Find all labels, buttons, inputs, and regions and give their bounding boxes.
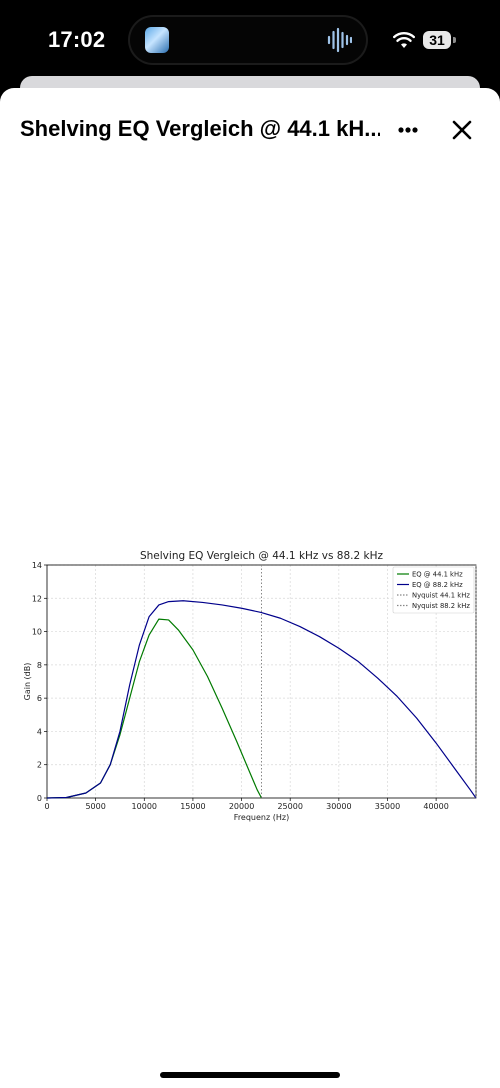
- y-tick-label: 8: [37, 661, 42, 670]
- chart-sheet: Shelving EQ Vergleich @ 44.1 kH... 0 5000…: [0, 88, 500, 1088]
- y-tick-label: 0: [37, 794, 42, 803]
- chart-title: Shelving EQ Vergleich @ 44.1 kHz vs 88.2…: [140, 550, 384, 562]
- y-tick-label: 10: [32, 628, 42, 637]
- y-tick-label: 6: [37, 694, 42, 703]
- status-time: 17:02: [48, 27, 106, 52]
- audio-waveform-icon: [327, 27, 352, 53]
- legend-entry-3: Nyquist 88.2 kHz: [412, 602, 470, 610]
- x-tick-label: 25000: [277, 802, 302, 811]
- ellipsis-icon[interactable]: [392, 116, 424, 144]
- sheet-title: Shelving EQ Vergleich @ 44.1 kH...: [20, 116, 380, 141]
- series-line-1: [46, 600, 477, 799]
- legend-entry-2: Nyquist 44.1 kHz: [412, 592, 470, 600]
- y-tick-label: 2: [37, 761, 42, 770]
- legend-entry-0: EQ @ 44.1 kHz: [412, 571, 463, 579]
- series-line-0: [46, 618, 263, 799]
- x-tick-label: 0: [44, 802, 49, 811]
- x-tick-label: 30000: [326, 802, 351, 811]
- home-indicator[interactable]: [160, 1072, 340, 1078]
- y-tick-label: 14: [32, 561, 42, 570]
- x-tick-label: 40000: [423, 802, 448, 811]
- eq-chart: 0 5000 10000 15000 20000 25000 30000 35000 40000…: [23, 550, 477, 822]
- x-tick-label: 20000: [229, 802, 254, 811]
- y-tick-label: 4: [37, 727, 42, 736]
- status-icons: 31: [393, 30, 463, 52]
- wifi-icon: [393, 32, 415, 48]
- app-thumbnail-icon: [145, 27, 169, 53]
- close-icon[interactable]: [446, 114, 478, 146]
- x-axis-label: Frequenz (Hz): [234, 813, 289, 822]
- x-tick-label: 15000: [180, 802, 205, 811]
- x-tick-label: 5000: [85, 802, 105, 811]
- battery-tip: [453, 37, 456, 43]
- status-bar: 17:02 31: [0, 0, 500, 80]
- y-axis-label: Gain (dB): [23, 663, 32, 701]
- dynamic-island[interactable]: [128, 15, 368, 65]
- legend-entry-1: EQ @ 88.2 kHz: [412, 581, 463, 589]
- legend-box: [392, 566, 475, 614]
- x-tick-label: 35000: [375, 802, 400, 811]
- battery-icon: 31: [423, 31, 451, 49]
- x-tick-label: 10000: [132, 802, 157, 811]
- y-tick-label: 12: [32, 594, 42, 603]
